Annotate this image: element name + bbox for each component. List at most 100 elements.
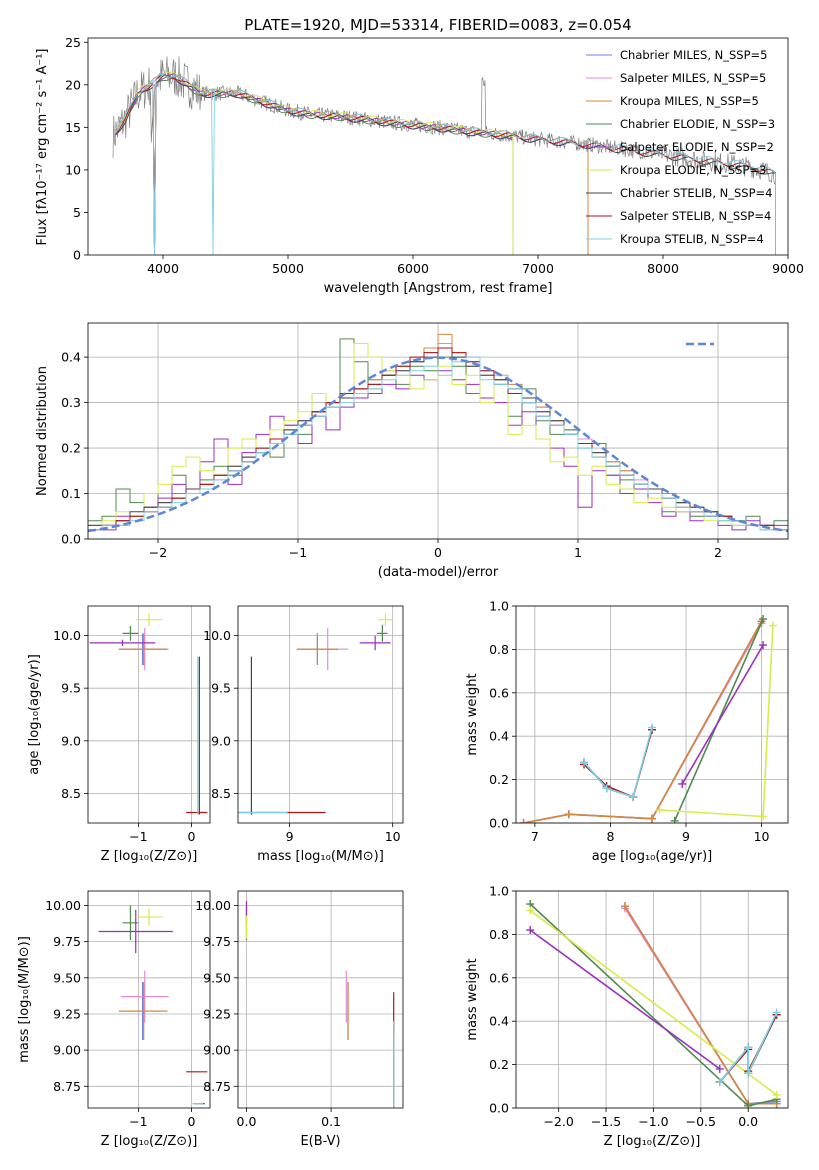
y-tick-label: 9.50 [53, 970, 81, 985]
histogram-kroupa-elodie [88, 343, 788, 531]
x-tick-label: 2 [714, 545, 722, 560]
x-tick-label: −2.0 [543, 1114, 573, 1129]
legend-entry: Chabrier MILES, N_SSP=5 [620, 48, 767, 62]
weight-line-salpeter-elodie [529, 929, 721, 1070]
y-tick-label: 0.1 [61, 486, 81, 501]
plot-area-0 [112, 56, 776, 255]
y-axis-label: Normed distribution [35, 366, 50, 496]
weight-marker [768, 621, 777, 630]
y-tick-label: 10 [65, 162, 81, 177]
model-line-chabrier-miles [115, 75, 589, 255]
axes-frame [87, 605, 211, 824]
y-tick-label: 0.4 [61, 350, 81, 365]
model-line-salpeter-stelib [115, 73, 776, 255]
weight-marker [678, 779, 687, 788]
axes-frame [515, 890, 789, 1109]
x-tick-label: 8 [606, 829, 614, 844]
y-axis-label: Flux [fλ10⁻¹⁷ erg cm⁻² s⁻¹ A⁻¹] [35, 49, 50, 246]
x-tick-label: 7 [531, 829, 539, 844]
y-tick-label: 9.00 [53, 1043, 81, 1058]
x-tick-label: 0 [187, 1114, 195, 1129]
plot-area-1 [88, 333, 788, 533]
plot-area-3 [238, 613, 393, 815]
y-tick-label: 0.0 [61, 532, 81, 547]
y-tick-label: 0.4 [489, 729, 509, 744]
legend-entry: Salpeter STELIB, N_SSP=4 [620, 209, 771, 223]
weight-line-salpeter-miles [523, 623, 763, 823]
errorbar-salpeter-elodie [359, 635, 391, 651]
x-axis-label: E(B-V) [300, 1134, 340, 1149]
y-tick-label: 9.25 [203, 1006, 231, 1021]
y-tick-label: 1.0 [489, 599, 509, 614]
y-tick-label: 8.75 [53, 1079, 81, 1094]
weight-marker [759, 615, 768, 624]
axes-frame [87, 322, 789, 540]
y-tick-label: 10.0 [53, 628, 81, 643]
errorbar-salpeter-elodie [89, 639, 156, 647]
x-axis-label: age [log₁₀(age/yr)] [592, 849, 713, 864]
weight-line-kroupa-elodie [659, 625, 774, 818]
x-tick-label: 4000 [147, 261, 179, 276]
errorbar-salpeter-elodie [98, 909, 173, 954]
histogram-salpeter-elodie [88, 370, 788, 531]
errorbar-kroupa-elodie [135, 908, 163, 926]
weight-marker [526, 926, 535, 935]
x-axis-label: wavelength [Angstrom, rest frame] [324, 281, 553, 296]
weight-marker [772, 1090, 781, 1099]
weight-line-chabrier-miles [523, 620, 763, 823]
y-axis-label: mass weight [465, 673, 480, 755]
y-tick-label: 9.5 [211, 681, 231, 696]
y-tick-label: 9.75 [53, 934, 81, 949]
weight-marker [648, 814, 656, 823]
x-tick-label: 9 [286, 829, 294, 844]
x-tick-label: −1 [289, 545, 307, 560]
x-tick-label: 10 [385, 829, 401, 844]
x-tick-label: 0.1 [321, 1114, 341, 1129]
axes-frame [87, 890, 211, 1109]
weight-line-kroupa-stelib [719, 1012, 778, 1083]
weight-marker [602, 784, 611, 793]
errorbar-chabrier-elodie [377, 624, 388, 642]
x-tick-label: 6000 [397, 261, 429, 276]
weight-line-kroupa-stelib [583, 727, 653, 798]
plot-area-5 [98, 905, 208, 1105]
x-tick-label: 1 [574, 545, 582, 560]
errorbar-kroupa-miles [119, 633, 168, 665]
legend-entry: Kroupa ELODIE, N_SSP=3 [620, 163, 766, 177]
x-tick-label: 0.0 [738, 1114, 758, 1129]
y-tick-label: 0.2 [489, 1057, 509, 1072]
x-tick-label: 5000 [272, 261, 304, 276]
x-tick-label: −0.5 [686, 1114, 716, 1129]
y-axis-label: age [log₁₀(age/yr)] [27, 654, 42, 775]
y-tick-label: 1.0 [489, 884, 509, 899]
weight-marker [759, 641, 768, 650]
weight-marker [772, 1008, 781, 1017]
legend-entry: Salpeter ELODIE, N_SSP=2 [620, 140, 774, 154]
x-tick-label: 9 [682, 829, 690, 844]
axes-frame [237, 605, 404, 824]
model-line-kroupa-miles [115, 74, 589, 255]
plot-area-4 [519, 615, 777, 823]
y-tick-label: 9.5 [61, 681, 81, 696]
x-tick-label: −1 [129, 1114, 147, 1129]
y-tick-label: 20 [65, 77, 81, 92]
legend-entry: Kroupa MILES, N_SSP=5 [620, 94, 759, 108]
x-tick-label: 10 [754, 829, 770, 844]
model-line-salpeter-miles [115, 74, 589, 255]
legend-entry: Chabrier ELODIE, N_SSP=3 [620, 117, 775, 131]
x-tick-label: 8000 [647, 261, 679, 276]
y-axis-label: mass [log₁₀(M/M⊙)] [17, 936, 32, 1063]
y-tick-label: 8.5 [61, 786, 81, 801]
weight-marker [580, 758, 588, 767]
y-tick-label: 0.4 [489, 1014, 509, 1029]
weight-marker [655, 805, 664, 814]
errorbar-kroupa-elodie [378, 613, 393, 627]
histogram-chabrier-elodie [88, 338, 788, 526]
weight-marker [744, 1043, 753, 1052]
plot-area-6 [245, 901, 395, 1108]
weight-marker [519, 819, 528, 823]
chart-title: PLATE=1920, MJD=53314, FIBERID=0083, z=0… [244, 16, 631, 34]
axes-frame [237, 890, 404, 1109]
x-axis-label: Z [log₁₀(Z/Z⊙)] [101, 849, 198, 864]
y-tick-label: 15 [65, 120, 81, 135]
